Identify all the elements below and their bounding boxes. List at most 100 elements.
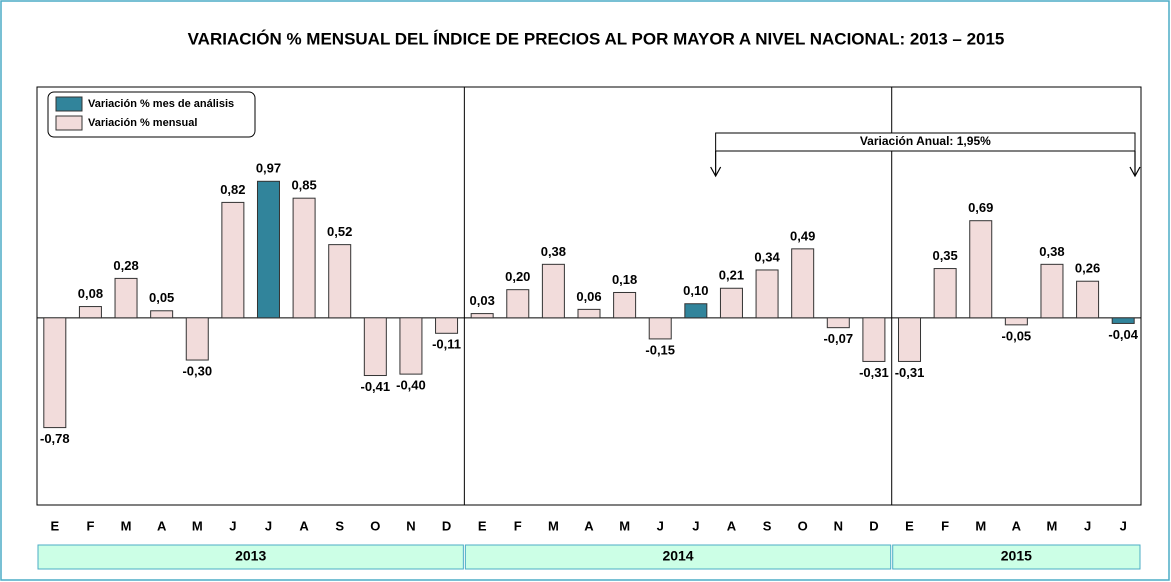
bar	[78, 306, 102, 319]
x-tick-label: N	[406, 518, 415, 533]
x-tick-label: O	[370, 518, 380, 533]
year-cell	[464, 544, 892, 570]
annotation-box	[715, 132, 1136, 152]
value-label: -0,31	[859, 365, 889, 380]
bar	[399, 317, 423, 375]
value-label: 0,38	[541, 244, 566, 259]
x-tick-label: A	[299, 518, 309, 533]
value-label: 0,52	[327, 224, 352, 239]
year-label: 2015	[1001, 548, 1032, 564]
annotation-arrowhead	[1129, 166, 1141, 178]
bar	[470, 313, 494, 319]
bar	[114, 277, 138, 319]
x-tick-label: E	[478, 518, 487, 533]
bar	[1076, 280, 1100, 319]
value-label: 0,06	[576, 289, 601, 304]
bar	[613, 291, 637, 319]
x-tick-label: A	[1012, 518, 1022, 533]
bar	[862, 317, 886, 362]
bar	[292, 197, 316, 319]
value-label: 0,08	[78, 286, 103, 301]
x-tick-label: M	[121, 518, 132, 533]
bar	[898, 317, 922, 362]
legend-box	[47, 91, 256, 138]
x-tick-label: J	[229, 518, 236, 533]
value-label: 0,26	[1075, 261, 1100, 276]
x-tick-label: S	[763, 518, 772, 533]
x-tick-label: M	[975, 518, 986, 533]
year-cell	[37, 544, 464, 570]
year-label: 2013	[235, 548, 266, 564]
bar	[719, 287, 743, 319]
bar	[435, 317, 459, 334]
value-label: -0,11	[432, 337, 461, 352]
bar	[256, 180, 280, 319]
value-label: 0,38	[1039, 244, 1064, 259]
x-tick-label: S	[335, 518, 344, 533]
x-tick-label: E	[905, 518, 914, 533]
bar	[1111, 317, 1135, 324]
x-tick-label: E	[50, 518, 59, 533]
value-label: 0,10	[683, 283, 708, 298]
x-tick-label: A	[157, 518, 167, 533]
plot-frame	[36, 86, 1142, 506]
bar	[1040, 263, 1064, 319]
bar	[328, 244, 352, 319]
value-label: 0,69	[968, 200, 993, 215]
bar	[684, 303, 708, 319]
value-label: 0,21	[719, 268, 744, 283]
value-label: -0,15	[645, 342, 675, 357]
value-label: 0,28	[113, 258, 138, 273]
bar	[791, 248, 815, 319]
bar	[648, 317, 672, 340]
x-tick-label: J	[657, 518, 664, 533]
annotation-label: Variación Anual: 1,95%	[860, 134, 991, 148]
x-tick-label: J	[1120, 518, 1127, 533]
x-tick-label: D	[869, 518, 878, 533]
bar	[755, 269, 779, 319]
bar	[541, 263, 565, 319]
annotation-arrowhead	[710, 166, 722, 178]
bar	[1004, 317, 1028, 326]
bar	[826, 317, 850, 329]
x-tick-label: N	[834, 518, 843, 533]
x-tick-label: J	[265, 518, 272, 533]
x-tick-label: F	[86, 518, 94, 533]
x-tick-label: F	[514, 518, 522, 533]
bar	[43, 317, 67, 429]
value-label: 0,49	[790, 228, 815, 243]
x-tick-label: M	[619, 518, 630, 533]
value-label: -0,31	[895, 365, 925, 380]
year-cell	[892, 544, 1141, 570]
value-label: 0,82	[220, 182, 245, 197]
legend-label: Variación % mes de análisis	[88, 98, 234, 110]
value-label: 0,85	[291, 178, 316, 193]
value-label: 0,34	[754, 249, 780, 264]
value-label: -0,07	[823, 331, 853, 346]
legend-swatch	[55, 115, 83, 131]
x-tick-label: A	[584, 518, 594, 533]
value-label: 0,97	[256, 161, 281, 176]
x-tick-label: O	[798, 518, 808, 533]
value-label: -0,30	[182, 363, 212, 378]
x-tick-label: F	[941, 518, 949, 533]
value-label: 0,18	[612, 272, 637, 287]
chart-title: VARIACIÓN % MENSUAL DEL ÍNDICE DE PRECIO…	[188, 29, 1005, 48]
value-label: 0,05	[149, 290, 174, 305]
x-tick-label: J	[1084, 518, 1091, 533]
bar	[577, 308, 601, 319]
value-label: 0,20	[505, 269, 530, 284]
bar	[933, 268, 957, 319]
value-label: -0,41	[361, 379, 391, 394]
x-tick-label: M	[1047, 518, 1058, 533]
value-label: -0,40	[396, 378, 426, 393]
value-label: -0,04	[1108, 327, 1138, 342]
bar	[185, 317, 209, 361]
bar	[363, 317, 387, 377]
value-label: -0,78	[40, 431, 70, 446]
x-tick-label: M	[548, 518, 559, 533]
x-tick-label: M	[192, 518, 203, 533]
year-label: 2014	[662, 548, 693, 564]
